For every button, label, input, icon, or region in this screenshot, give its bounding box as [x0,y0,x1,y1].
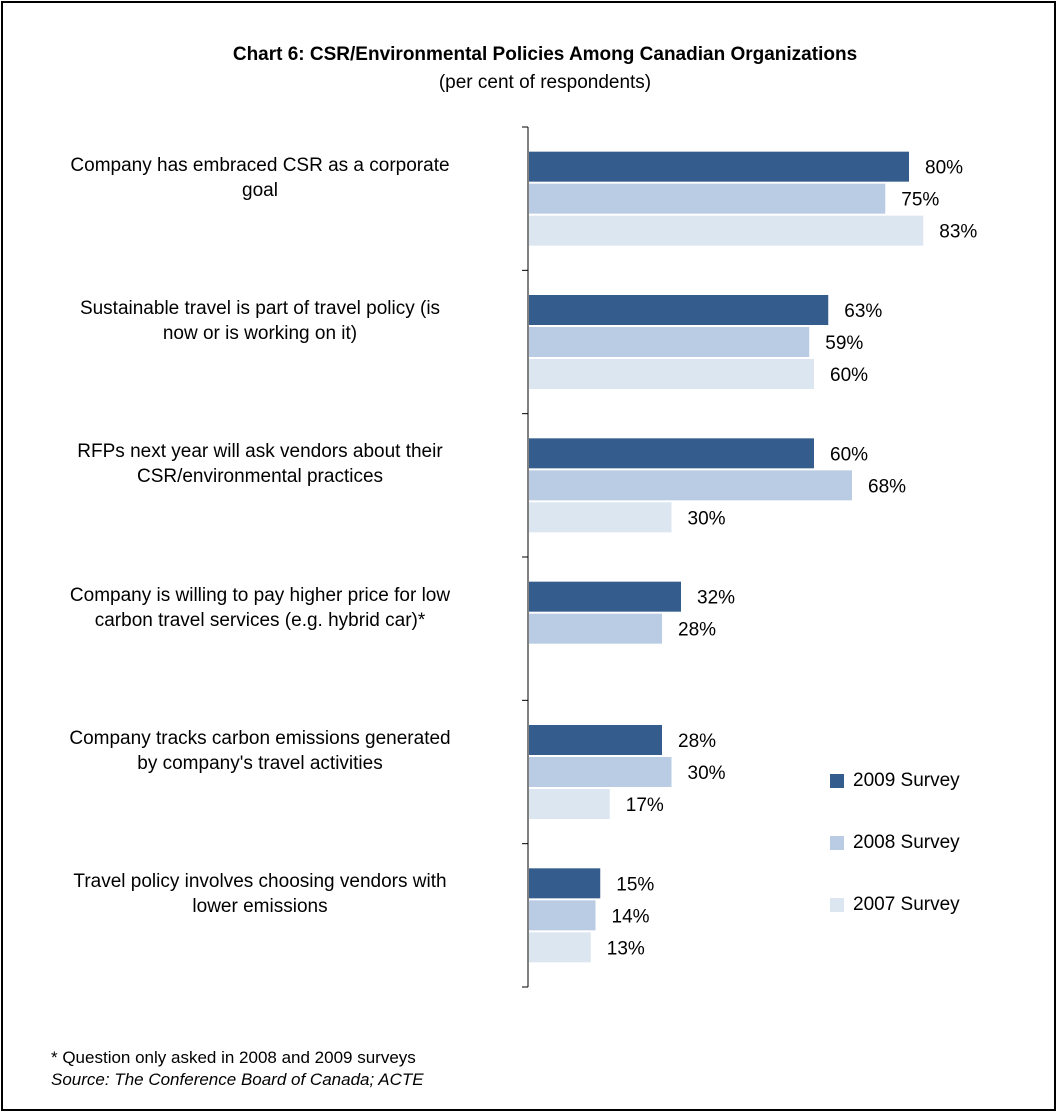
source-note: Source: The Conference Board of Canada; … [51,1070,424,1089]
legend-item-2008: 2008 Survey [830,832,960,854]
legend-swatch-2008 [830,836,844,850]
data-label: 13% [607,938,645,959]
legend-label-2007: 2007 Survey [853,894,960,915]
bar-2009-survey-2 [529,438,814,469]
chart-title: Chart 6: CSR/Environmental Policies Amon… [232,44,858,65]
category-label: Company has embraced CSR as a corporate g… [70,154,450,201]
category-label: RFPs next year will ask vendors about th… [77,441,443,488]
legend-swatch-2007 [830,898,844,912]
legend-label-2009: 2009 Survey [853,770,960,791]
bar-2009-survey-0 [529,151,909,182]
bar-2007-survey-5 [529,932,591,963]
bar-2007-survey-1 [529,359,814,389]
data-label: 32% [697,588,735,609]
bar-2007-survey-4 [529,789,610,819]
category-label: Company tracks carbon emissions generate… [69,728,451,774]
bar-2009-survey-1 [529,295,829,325]
data-label: 28% [678,620,716,641]
bar-2009-survey-4 [529,725,662,755]
data-label: 30% [688,763,726,784]
data-label: 59% [825,333,863,354]
chart-subtitle: (per cent of respondents) [438,72,652,93]
category-label: Travel policy involves choosing vendors … [73,871,447,918]
bar-2008-survey-2 [529,470,852,501]
category-label: Company is willing to pay higher price f… [69,584,451,631]
bar-2007-survey-0 [529,215,924,246]
legend-item-2007: 2007 Survey [830,894,960,916]
legend-swatch-2009 [830,774,844,788]
bar-2008-survey-0 [529,183,886,214]
data-label: 83% [939,222,977,243]
data-label: 30% [688,508,726,529]
data-label: 75% [901,190,939,211]
bar-2008-survey-5 [529,900,596,931]
bar-2008-survey-3 [529,613,662,644]
data-label: 28% [678,731,716,752]
data-label: 60% [830,444,868,465]
bar-2008-survey-1 [529,327,810,357]
category-label: Sustainable travel is part of travel pol… [79,298,441,344]
data-label: 63% [844,301,882,322]
data-label: 17% [626,795,664,816]
footnote: * Question only asked in 2008 and 2009 s… [51,1048,416,1067]
bar-2007-survey-2 [529,502,672,533]
data-label: 60% [830,365,868,386]
legend-label-2008: 2008 Survey [853,832,960,853]
legend-item-2009: 2009 Survey [830,770,960,792]
bar-2009-survey-3 [529,581,681,612]
bar-2009-survey-5 [529,868,601,899]
data-label: 68% [868,476,906,497]
data-label: 14% [612,906,650,927]
data-label: 80% [925,158,963,179]
data-label: 15% [616,874,654,895]
bar-2008-survey-4 [529,757,672,787]
